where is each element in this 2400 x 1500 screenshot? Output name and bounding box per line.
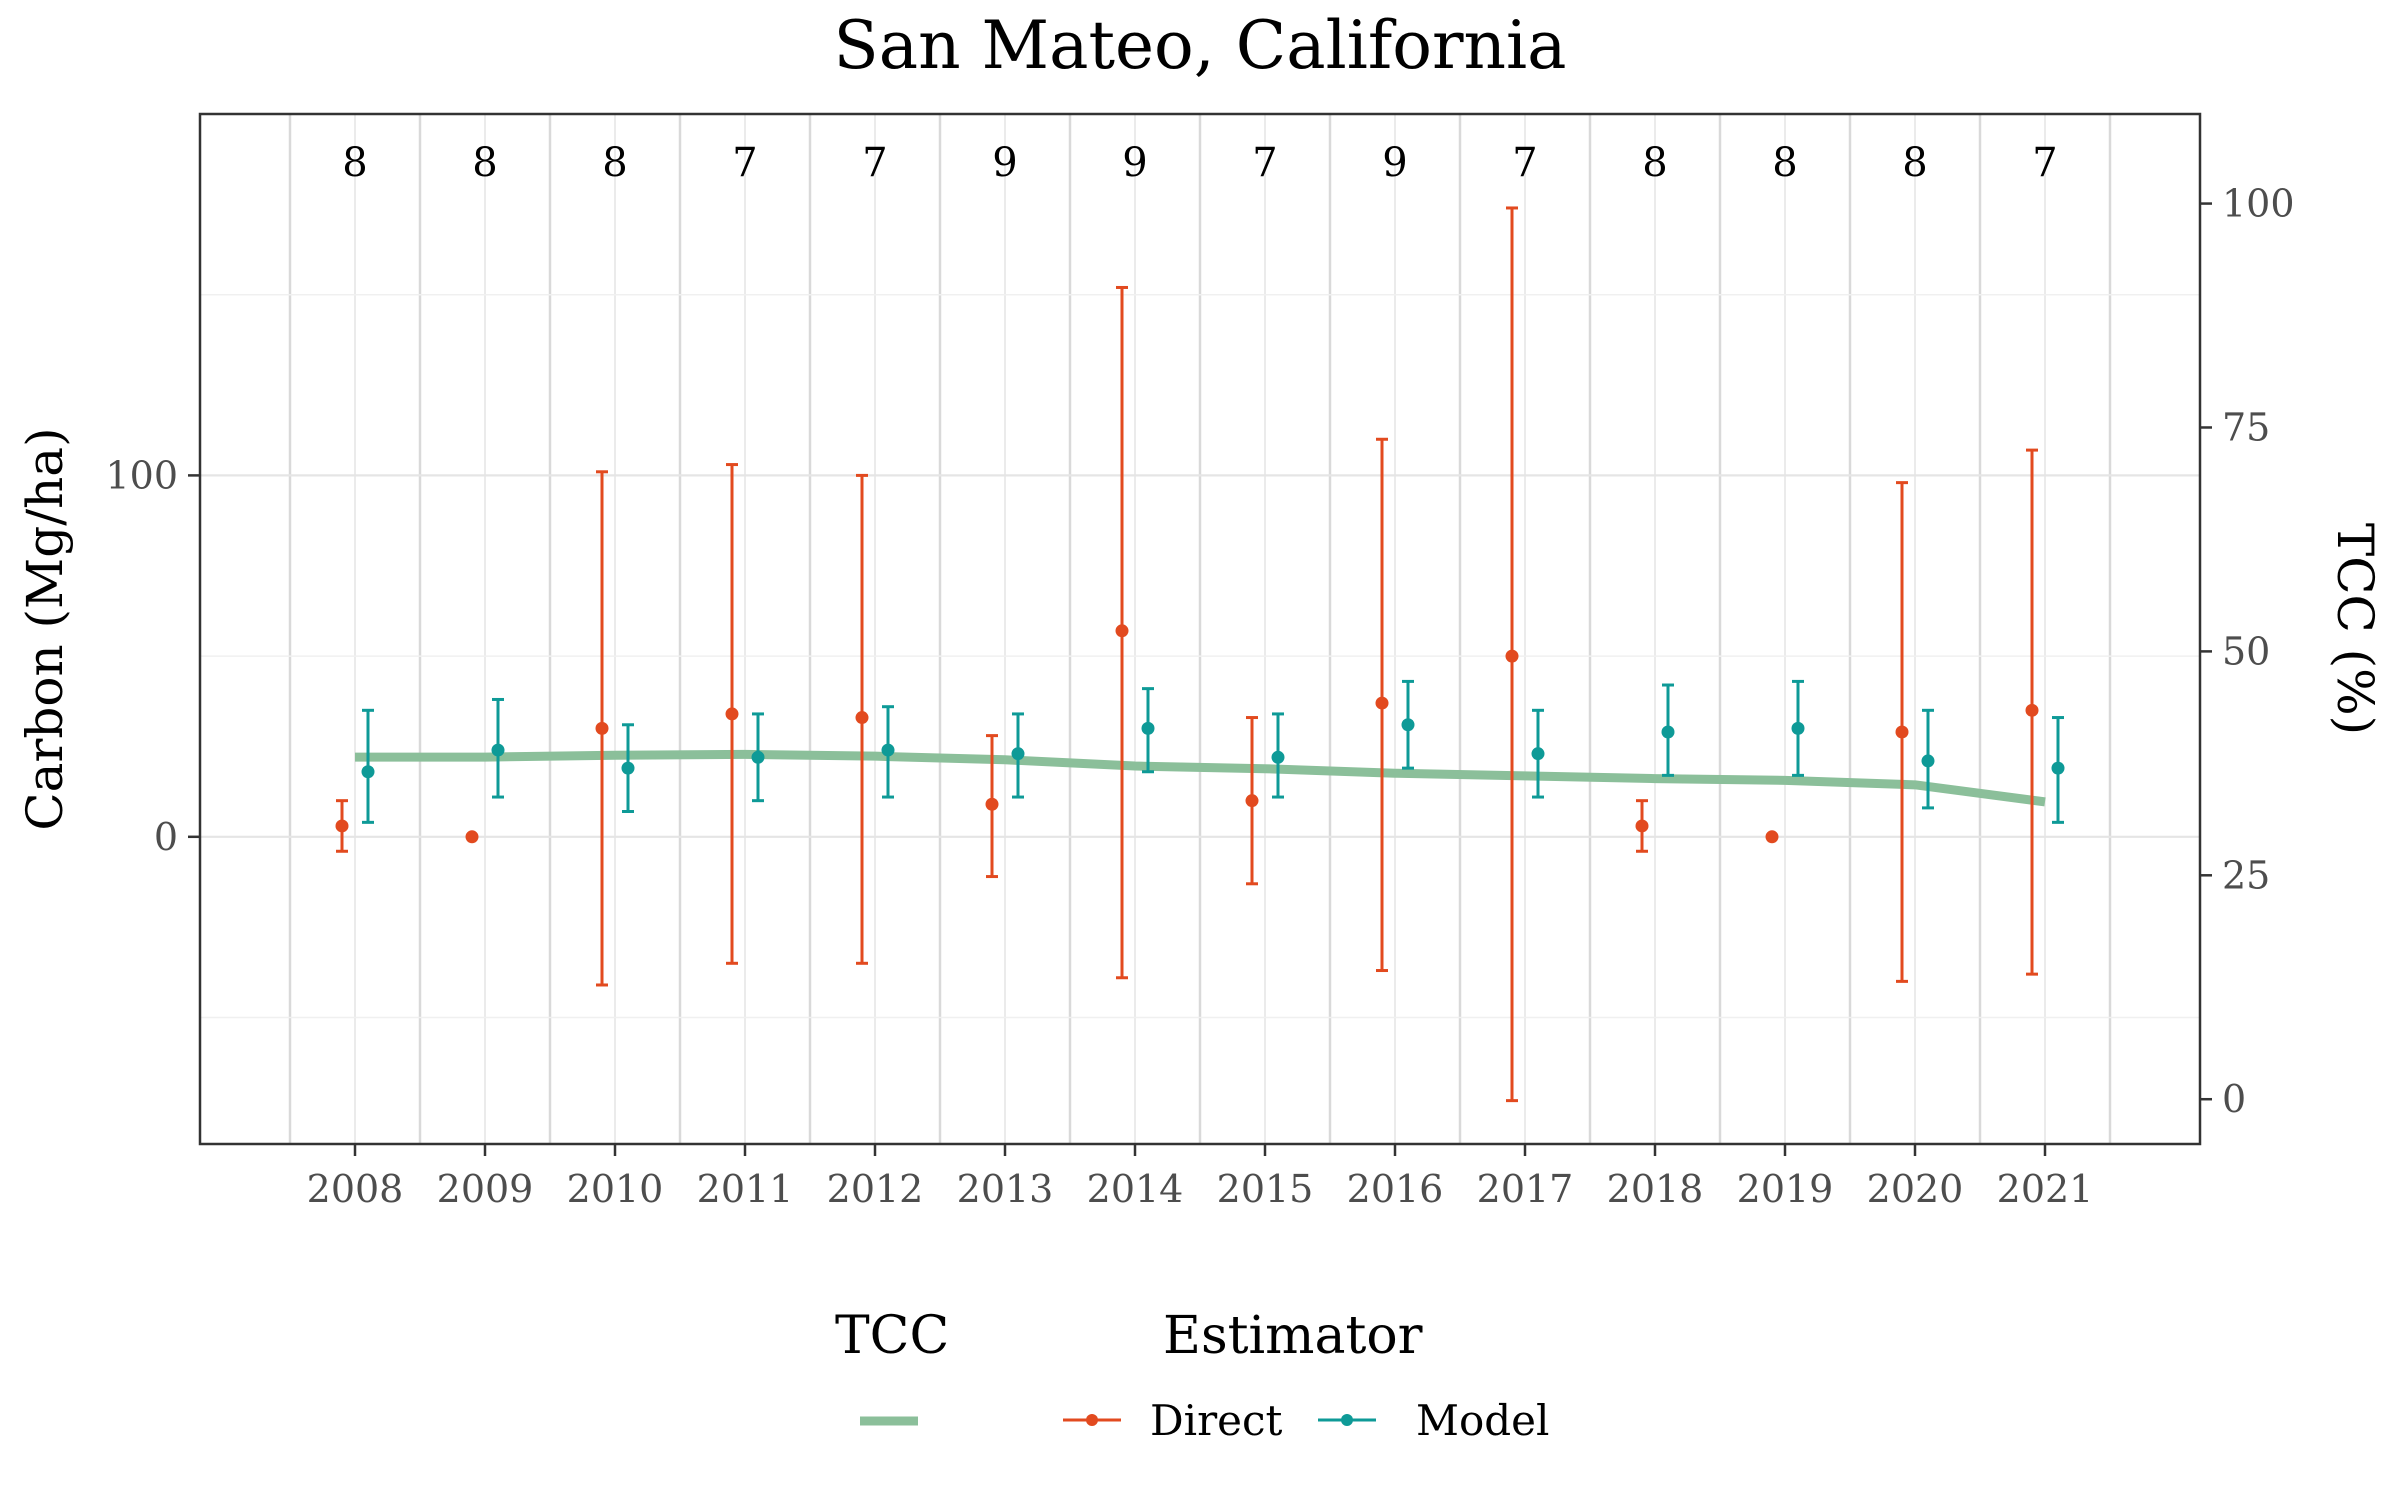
legend-label-direct: Direct: [1150, 1396, 1283, 1445]
tcc-line: [355, 749, 2046, 807]
count-label-2008: 8: [342, 140, 367, 186]
y2-tick-label-50: 50: [2222, 629, 2270, 673]
tcc-layer: [355, 749, 2046, 807]
x-tick-label-2014: 2014: [1087, 1167, 1184, 1211]
direct-point-2019: [1765, 830, 1779, 844]
model-point-2009: [491, 743, 505, 757]
direct-point-2012: [855, 711, 869, 725]
x-tick-label-2009: 2009: [437, 1167, 534, 1211]
model-point-2011: [751, 750, 765, 764]
x-tick-label-2016: 2016: [1347, 1167, 1444, 1211]
grid-lines: [200, 114, 2200, 1144]
model-point-2008: [361, 765, 375, 779]
model-point-2017: [1531, 747, 1545, 761]
x-tick-label-2012: 2012: [827, 1167, 924, 1211]
direct-point-2015: [1245, 794, 1259, 808]
y2-tick-label-75: 75: [2222, 405, 2270, 449]
count-label-2012: 7: [862, 140, 887, 186]
direct-point-2013: [985, 797, 999, 811]
count-label-2018: 8: [1642, 140, 1667, 186]
direct-point-2017: [1505, 649, 1519, 663]
direct-point-2009: [465, 830, 479, 844]
legend-swatch-direct-point: [1086, 1414, 1098, 1426]
count-label-2021: 7: [2032, 140, 2057, 186]
model-point-2013: [1011, 747, 1025, 761]
y2-tick-label-100: 100: [2222, 182, 2295, 226]
count-label-2013: 9: [992, 140, 1017, 186]
count-label-2014: 9: [1122, 140, 1147, 186]
count-label-2010: 8: [602, 140, 627, 186]
series-layer: [335, 206, 2065, 1103]
model-point-2021: [2051, 761, 2065, 775]
x-tick-label-2020: 2020: [1867, 1167, 1964, 1211]
count-label-2011: 7: [732, 140, 757, 186]
model-point-2019: [1791, 721, 1805, 735]
y2-axis-title: TCC (%): [2326, 523, 2384, 735]
y2-tick-label-0: 0: [2222, 1077, 2246, 1121]
x-tick-label-2019: 2019: [1737, 1167, 1834, 1211]
model-point-2014: [1141, 721, 1155, 735]
direct-point-2018: [1635, 819, 1649, 833]
count-label-2017: 7: [1512, 140, 1537, 186]
model-point-2012: [881, 743, 895, 757]
x-tick-label-2018: 2018: [1607, 1167, 1704, 1211]
direct-point-2010: [595, 721, 609, 735]
model-point-2010: [621, 761, 635, 775]
count-label-2016: 9: [1382, 140, 1407, 186]
axes: 2008 2009 2010 2011 2012 2013 2014 2015 2016 2017…: [105, 182, 2294, 1211]
count-label-2015: 7: [1252, 140, 1277, 186]
legend-label-model: Model: [1416, 1396, 1549, 1445]
chart-title: San Mateo, California: [834, 7, 1567, 84]
count-label-2020: 8: [1902, 140, 1927, 186]
count-label-2009: 8: [472, 140, 497, 186]
direct-point-2020: [1895, 725, 1909, 739]
legend-title-estimator: Estimator: [1163, 1306, 1423, 1366]
x-tick-label-2021: 2021: [1997, 1167, 2094, 1211]
direct-point-2008: [335, 819, 349, 833]
x-tick-label-2011: 2011: [697, 1167, 794, 1211]
model-point-2020: [1921, 754, 1935, 768]
model-point-2015: [1271, 750, 1285, 764]
direct-point-2011: [725, 707, 739, 721]
direct-point-2021: [2025, 703, 2039, 717]
y-tick-label-100: 100: [105, 453, 178, 497]
count-label-2019: 8: [1772, 140, 1797, 186]
legend: TCC Estimator Direct Model: [835, 1306, 1549, 1445]
x-tick-label-2015: 2015: [1217, 1167, 1314, 1211]
x-tick-label-2013: 2013: [957, 1167, 1054, 1211]
legend-title-tcc: TCC: [835, 1306, 949, 1366]
x-tick-label-2008: 2008: [307, 1167, 404, 1211]
legend-swatch-model-point: [1341, 1414, 1353, 1426]
direct-point-2016: [1375, 696, 1389, 710]
model-point-2016: [1401, 718, 1415, 732]
count-labels: 8 8 8 7 7 9 9 7 9 7 8 8 8 7: [342, 140, 2057, 186]
direct-point-2014: [1115, 624, 1129, 638]
y-axis-title: Carbon (Mg/ha): [16, 427, 74, 830]
x-tick-label-2010: 2010: [567, 1167, 664, 1211]
y2-tick-label-25: 25: [2222, 853, 2270, 897]
model-point-2018: [1661, 725, 1675, 739]
x-tick-label-2017: 2017: [1477, 1167, 1574, 1211]
y-tick-label-0: 0: [154, 815, 178, 859]
plot-border: [198, 112, 2202, 1146]
